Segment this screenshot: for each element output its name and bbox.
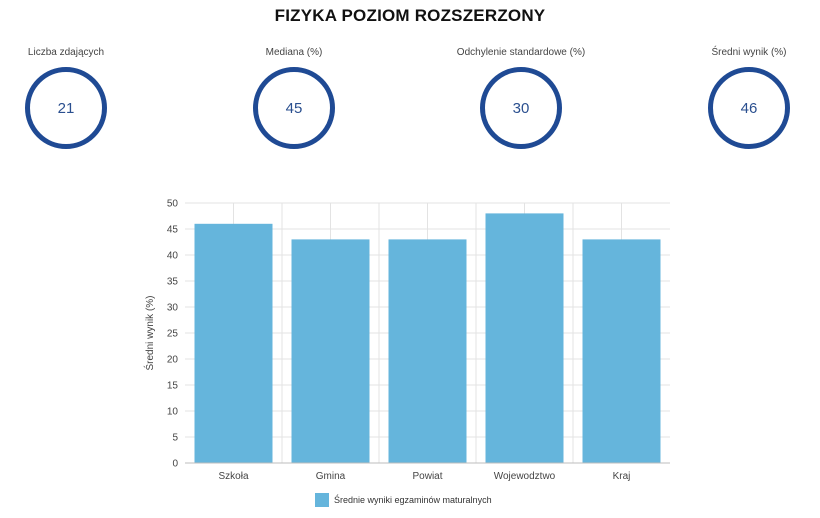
bar-0: [194, 223, 273, 463]
stat-label: Średni wynik (%): [711, 47, 787, 58]
y-tick-label: 0: [172, 459, 178, 470]
stat-value-ring: 46: [708, 67, 790, 149]
y-tick-label: 40: [167, 251, 179, 262]
x-tick-label: Kraj: [613, 471, 631, 482]
x-tick-label: Wojewodztwo: [494, 471, 556, 482]
legend-swatch: [315, 493, 329, 507]
bar-2: [388, 239, 467, 463]
x-tick-label: Powiat: [412, 471, 442, 482]
y-tick-label: 50: [167, 199, 179, 210]
stat-label: Liczba zdających: [27, 47, 105, 58]
x-tick-label: Szkoła: [218, 471, 248, 482]
y-tick-label: 45: [167, 225, 179, 236]
y-axis-title: Średni wynik (%): [143, 295, 156, 370]
stat-card-std-dev: Odchylenie standardowe (%) 30: [431, 46, 611, 149]
bar-3: [485, 213, 564, 463]
y-tick-label: 10: [167, 407, 179, 418]
bar-4: [582, 239, 661, 463]
stat-card-students: Liczba zdających 21: [0, 46, 156, 149]
y-tick-label: 30: [167, 303, 179, 314]
stat-card-mean: Średni wynik (%) 46: [659, 46, 820, 149]
legend-label: Średnie wyniki egzaminów maturalnych: [334, 494, 492, 505]
y-tick-label: 15: [167, 381, 179, 392]
page-title: FIZYKA POZIOM ROZSZERZONY: [274, 6, 546, 25]
stat-label: Odchylenie standardowe (%): [456, 47, 586, 58]
stat-value-ring: 21: [25, 67, 107, 149]
stat-value-ring: 30: [480, 67, 562, 149]
y-tick-label: 5: [172, 433, 178, 444]
y-tick-label: 35: [167, 277, 179, 288]
stat-card-median: Mediana (%) 45: [204, 46, 384, 149]
stat-label: Mediana (%): [265, 47, 323, 58]
y-tick-label: 25: [167, 329, 179, 340]
x-tick-label: Gmina: [316, 471, 346, 482]
y-tick-label: 20: [167, 355, 179, 366]
stat-value-ring: 45: [253, 67, 335, 149]
bar-1: [291, 239, 370, 463]
